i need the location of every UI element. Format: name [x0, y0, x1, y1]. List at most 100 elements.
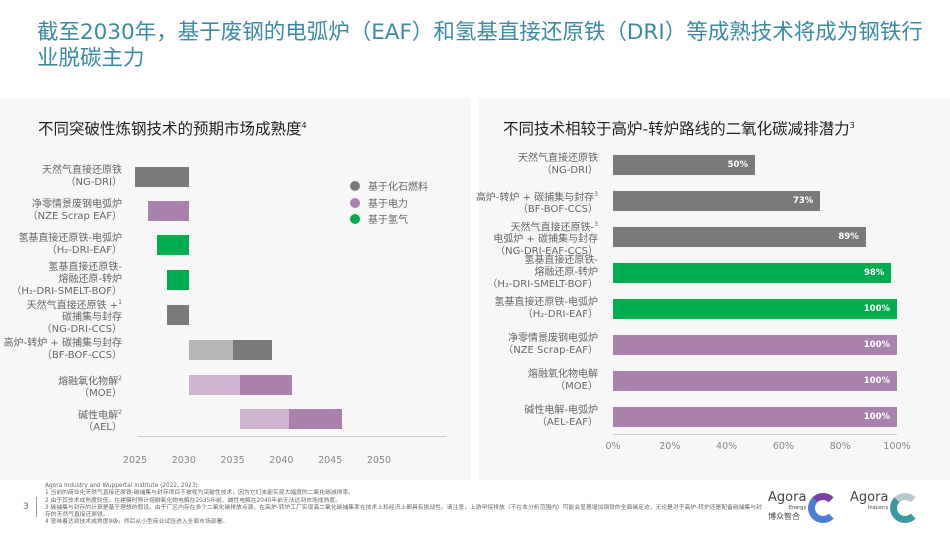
- range-bar-power-light: [188, 375, 241, 395]
- row-label-line: （NZE Scrap EAF）: [27, 211, 122, 222]
- x-tick-label: 2045: [318, 455, 343, 466]
- bar-value-label: 100%: [863, 412, 890, 422]
- row-label-line: （NG-DRI-CCS）: [41, 324, 122, 336]
- reduction-chart-title-text: 不同技术相较于高炉-转炉路线的二氧化碳减排潜力: [503, 120, 850, 138]
- legend-item-hydrogen: 基于氢气: [350, 211, 408, 226]
- x-tick-label: 40%: [716, 441, 738, 452]
- x-tick-label: 2030: [171, 455, 196, 466]
- row-label-line: 天然气直接还原铁: [518, 153, 598, 164]
- x-tick-label: 2050: [366, 455, 392, 466]
- range-bar-fossil-dark: [167, 305, 189, 325]
- row-label-line: 高炉-转炉 + 碳捕集与封存: [475, 192, 595, 204]
- x-tick-label: 2040: [269, 455, 294, 466]
- x-axis: [138, 436, 446, 437]
- row-label-line: 电弧炉 + 碳捕集与封存: [493, 234, 598, 246]
- range-bar-fossil-dark: [135, 167, 189, 187]
- bar-value-label: 100%: [863, 340, 890, 350]
- row-label-line: 天然气直接还原铁-: [510, 222, 595, 234]
- x-tick-label: 100%: [883, 441, 911, 452]
- row-label: 氢基直接还原铁- 熔融还原-转炉 （H₂-DRI-SMELT-BOF）: [11, 262, 122, 298]
- agora-energy-logo: Agora Energy 博众智合: [768, 490, 806, 522]
- row-label-line: 净零情景废钢电弧炉: [32, 199, 122, 210]
- bar-value-label: 73%: [792, 196, 814, 206]
- legend-label: 基于电力: [368, 199, 408, 210]
- range-bar-power-light: [240, 409, 290, 429]
- row-label-line: （NZE Scrap-EAF）: [503, 345, 598, 356]
- value-bar-fossil: [613, 191, 821, 211]
- row-label-line: （H₂-DRI-EAF）: [522, 309, 598, 320]
- footnote-ref: 3: [594, 191, 598, 198]
- row-label: 净零情景废钢电弧炉 （NZE Scrap EAF）: [28, 199, 122, 223]
- footnote-ref: 3: [594, 221, 598, 228]
- row-label: 高炉-转炉 + 碳捕集与封存3 （BF-BOF-CCS）: [476, 189, 598, 216]
- value-bar-fossil: [613, 155, 755, 175]
- value-bar-fossil: [613, 227, 866, 247]
- footnote-3: 3 碳捕集与封存的计算是基于理想的假设。由于厂区内存在多个二氧化碳排放点源，在高…: [45, 504, 762, 519]
- row-label: 氢基直接还原铁- 熔融还原-转炉 （H₂-DRI-SMELT-BOF）: [487, 255, 598, 291]
- footnotes: Agora Industry and Wuppertal Institute (…: [45, 483, 765, 527]
- row-label: 碱性电解-电弧炉 （AEL-EAF）: [524, 405, 598, 429]
- row-label-line: 氢基直接还原铁-电弧炉: [494, 297, 598, 308]
- footnote-ref: 2: [118, 375, 122, 382]
- range-bar-hydrogen-dark: [167, 270, 189, 290]
- divider: [36, 497, 37, 517]
- logo-sub: Industry: [867, 505, 889, 511]
- page-number: 3: [23, 502, 29, 512]
- row-label-line: 碱性电解-电弧炉: [524, 405, 598, 416]
- x-tick-label: 2025: [122, 455, 148, 466]
- legend-item-fossil: 基于化石燃料: [350, 178, 428, 193]
- row-label-line: （H₂-DRI-SMELT-BOF）: [11, 286, 122, 297]
- maturity-chart-title: 不同突破性炼钢技术的预期市场成熟度4: [38, 117, 307, 139]
- x-axis: [613, 434, 897, 435]
- bar-value-label: 89%: [838, 232, 859, 242]
- range-bar-power-dark: [147, 201, 189, 221]
- row-label: 氢基直接还原铁-电弧炉 （H₂-DRI-EAF）: [494, 297, 598, 321]
- row-label-line: 氢基直接还原铁-: [524, 255, 598, 266]
- row-label-line: 熔融氧化物电解: [528, 369, 598, 380]
- footnote-2: 2 由于其技术成熟度较低，在建模时预计熔融氧化物电解在2035年前、碱性电解在2…: [45, 497, 341, 504]
- range-bar-power-dark: [240, 375, 293, 395]
- row-label-line: （AEL-EAF）: [536, 417, 598, 428]
- reduction-chart-title: 不同技术相较于高炉-转炉路线的二氧化碳减排潜力3: [503, 117, 855, 139]
- agora-energy-logo-mark: [808, 493, 838, 523]
- row-label: 天然气直接还原铁 （NG-DRI）: [42, 165, 122, 189]
- logo-text: Agora: [768, 490, 807, 505]
- bar-value-label: 100%: [863, 304, 890, 314]
- value-bar-power: [613, 407, 897, 427]
- footnote-4: 4 意味着达到技术成熟度9级，然后从小型商业试验进入全面市场部署。: [45, 519, 229, 526]
- row-label-line: 高炉-转炉 + 碳捕集与封存: [3, 338, 122, 349]
- footnote-ref: 3: [849, 120, 855, 130]
- row-label-line: （MOE）: [79, 388, 122, 400]
- value-bar-power: [613, 371, 897, 391]
- x-tick-label: 0%: [605, 441, 621, 452]
- row-label-line: 氢基直接还原铁-: [48, 262, 122, 273]
- legend-item-power: 基于电力: [350, 195, 408, 210]
- row-label-line: （AEL）: [83, 422, 122, 434]
- bar-value-label: 50%: [727, 160, 748, 170]
- maturity-chart-title-text: 不同突破性炼钢技术的预期市场成熟度: [38, 120, 302, 138]
- page-title: 截至2030年，基于废钢的电弧炉（EAF）和氢基直接还原铁（DRI）等成熟技术将…: [37, 20, 923, 71]
- bar-value-label: 100%: [863, 376, 890, 386]
- legend-label: 基于化石燃料: [368, 182, 428, 193]
- bar-value-label: 98%: [863, 268, 885, 278]
- logo-zh: 博众智合: [768, 512, 800, 521]
- row-label-line: （BF-BOF-CCS）: [517, 204, 598, 216]
- legend-dot: [350, 197, 360, 208]
- row-label: 天然气直接还原铁 +1 碳捕集与封存 （NG-DRI-CCS）: [27, 297, 122, 336]
- x-tick-label: 20%: [659, 441, 681, 452]
- row-label-line: 碱性电解: [78, 410, 119, 422]
- footnote-source: Agora Industry and Wuppertal Institute (…: [45, 483, 200, 489]
- legend-dot: [350, 213, 360, 224]
- row-label-line: （BF-BOF-CCS）: [41, 350, 122, 361]
- range-bar-hydrogen-dark: [157, 235, 189, 255]
- row-label-line: （MOE）: [555, 381, 598, 392]
- x-tick-label: 2035: [220, 455, 245, 466]
- legend-label: 基于氢气: [368, 215, 408, 226]
- footnote-1: 1 当前的商业化天然气直接还原铁-碳捕集与封存项目不被视为突破性技术，因为它们未…: [45, 490, 355, 497]
- range-bar-fossil-dark: [232, 340, 272, 360]
- row-label: 高炉-转炉 + 碳捕集与封存 （BF-BOF-CCS）: [4, 338, 122, 362]
- row-label-line: 净零情景废钢电弧炉: [508, 333, 598, 344]
- row-label-line: （NG-DRI-EAF-CCS）: [495, 246, 598, 258]
- row-label: 天然气直接还原铁 （NG-DRI）: [518, 153, 598, 177]
- row-label-line: （H₂-DRI-EAF）: [46, 245, 122, 256]
